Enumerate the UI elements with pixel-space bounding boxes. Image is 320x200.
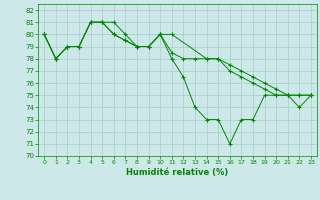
X-axis label: Humidité relative (%): Humidité relative (%)	[126, 168, 229, 177]
